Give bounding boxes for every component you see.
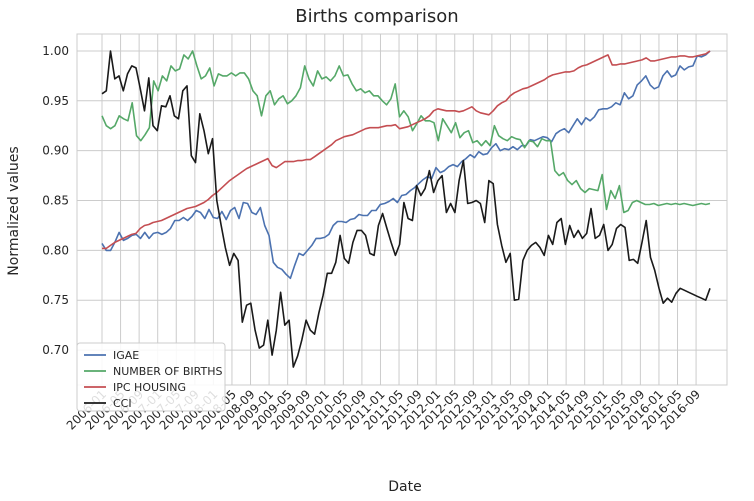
y-tick-label: 0.85 — [42, 194, 69, 208]
grid-lines — [77, 34, 727, 385]
chart-title: Births comparison — [295, 6, 458, 27]
series-line-2 — [102, 50, 711, 250]
series-line-3 — [101, 50, 711, 368]
y-axis-label: Normalized values — [6, 146, 22, 275]
y-tick-labels: 0.70 0.75 0.80 0.85 0.90 0.95 1.00 — [42, 44, 69, 357]
series-line-0 — [101, 50, 711, 280]
series-lines — [101, 50, 711, 368]
y-tick-label: 1.00 — [42, 44, 69, 58]
series-line-1 — [101, 50, 711, 214]
legend-entry: IPC HOUSING — [113, 381, 186, 394]
y-tick-label: 0.70 — [42, 343, 69, 357]
legend: IGAE NUMBER OF BIRTHS IPC HOUSING CCI — [76, 342, 226, 412]
y-tick-label: 0.75 — [42, 293, 69, 307]
legend-entry: CCI — [113, 397, 132, 410]
y-tick-label: 0.80 — [42, 243, 69, 257]
x-axis-label: Date — [388, 479, 421, 495]
y-tick-label: 0.95 — [42, 94, 69, 108]
y-tick-label: 0.90 — [42, 144, 69, 158]
legend-box — [76, 342, 226, 412]
legend-entry: IGAE — [113, 349, 139, 362]
legend-entry: NUMBER OF BIRTHS — [113, 365, 223, 378]
